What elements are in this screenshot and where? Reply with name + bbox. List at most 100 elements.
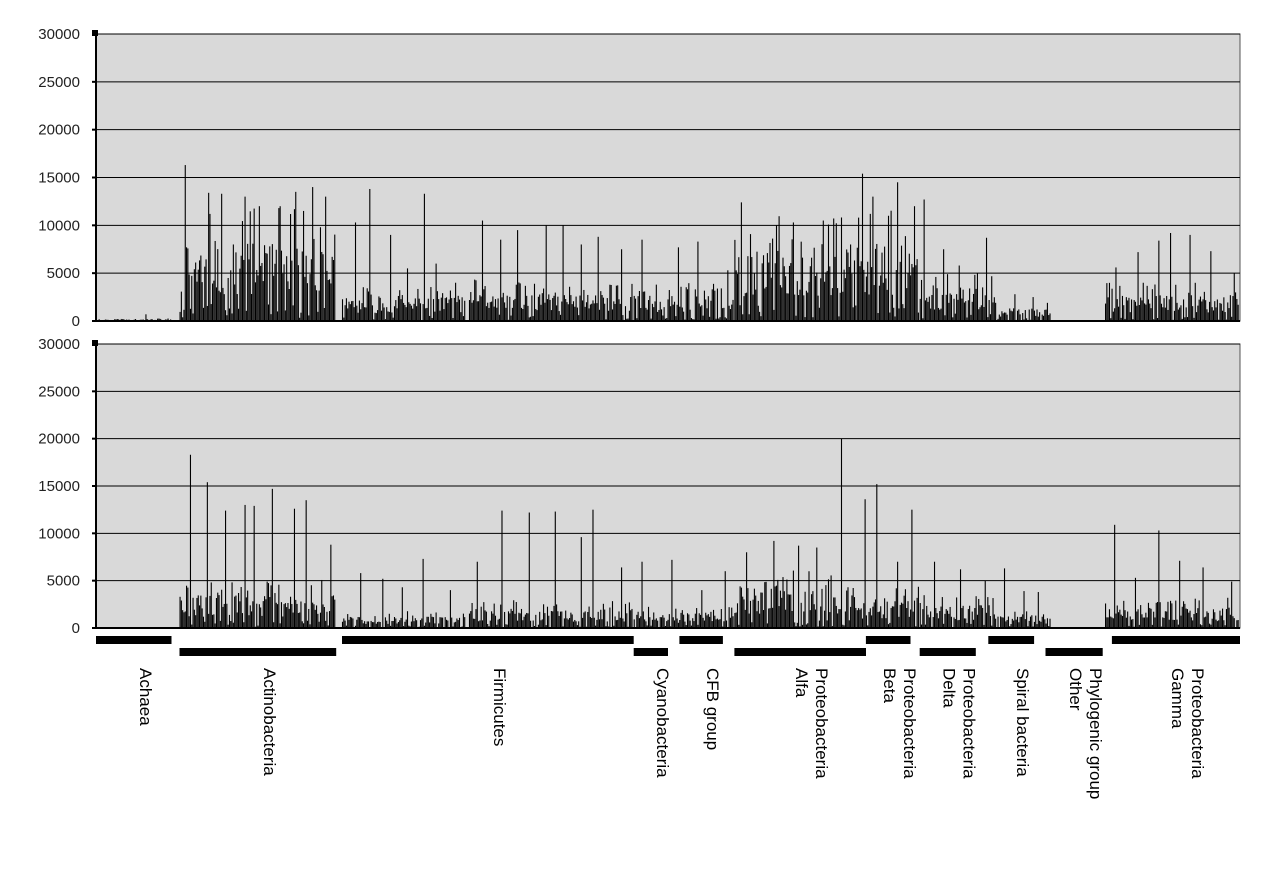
bar [1039, 620, 1041, 628]
bar [1015, 619, 1017, 628]
bar [608, 310, 610, 321]
bar [598, 619, 601, 628]
bar [212, 614, 214, 628]
bar [514, 298, 516, 321]
y-tick-label: 15000 [38, 478, 80, 495]
bar [375, 313, 377, 321]
bar [1127, 300, 1129, 321]
bar [588, 308, 590, 321]
bar [193, 609, 195, 628]
bar [347, 308, 349, 321]
bar [358, 300, 360, 321]
bar [1140, 297, 1142, 321]
bar [545, 625, 547, 628]
bar [458, 617, 461, 628]
bar [668, 290, 670, 321]
bar [1232, 616, 1234, 628]
bar [396, 623, 398, 628]
bar [364, 621, 366, 628]
bar [816, 547, 818, 628]
bar [1137, 609, 1139, 628]
bar [501, 510, 503, 628]
bar [1129, 616, 1131, 628]
bar [526, 295, 528, 321]
bar [822, 220, 824, 321]
bar [228, 614, 231, 628]
bar [961, 298, 963, 321]
bar [513, 300, 515, 321]
bar [199, 260, 201, 321]
bar [1121, 295, 1124, 321]
bar [283, 264, 285, 321]
bar [429, 315, 431, 321]
bar [1033, 310, 1035, 321]
bar [835, 605, 837, 628]
bar [458, 299, 461, 321]
bar [805, 624, 807, 628]
bar [975, 596, 977, 628]
bar [765, 286, 767, 321]
bar [728, 607, 730, 628]
bar [1010, 310, 1012, 321]
bar [481, 220, 484, 321]
bar [1154, 284, 1156, 321]
bar [618, 611, 620, 628]
bar [827, 224, 830, 321]
bar [1214, 301, 1216, 321]
bar [371, 305, 373, 321]
bar [1157, 602, 1159, 628]
bar [559, 314, 562, 321]
bar [967, 300, 969, 321]
bar [1220, 615, 1222, 628]
bar [895, 270, 897, 321]
bar [487, 623, 489, 628]
bar [794, 294, 796, 321]
bar [505, 624, 507, 628]
bar [874, 248, 877, 321]
bar [877, 313, 879, 321]
bar [580, 537, 582, 628]
bar [989, 314, 991, 321]
bar [871, 267, 873, 321]
bar [225, 310, 227, 321]
bar [449, 590, 451, 628]
bar [931, 294, 933, 321]
bar [1159, 602, 1161, 628]
bar [805, 290, 807, 321]
bar [911, 263, 913, 321]
bar [1044, 309, 1046, 321]
bar [904, 236, 906, 321]
bar [970, 314, 972, 321]
bar [548, 615, 550, 628]
bar [1171, 296, 1173, 321]
bar [1002, 313, 1004, 321]
bar [283, 604, 285, 628]
bar [1201, 301, 1203, 321]
bar [1219, 302, 1221, 321]
bar [226, 315, 228, 321]
bar [1014, 294, 1016, 321]
bar [944, 613, 946, 628]
bar [645, 621, 647, 628]
bar [1121, 615, 1124, 628]
bar [1150, 308, 1152, 321]
bar [696, 296, 698, 321]
bar [697, 241, 699, 321]
bar [786, 579, 788, 628]
bar [1154, 617, 1156, 628]
bar [772, 238, 774, 321]
bar [468, 613, 471, 628]
bar [865, 615, 867, 628]
bar [1210, 624, 1212, 628]
bar [720, 288, 722, 321]
bar [778, 216, 780, 321]
bar [303, 210, 305, 321]
bar [550, 611, 552, 628]
bar [347, 614, 349, 628]
bar [1018, 309, 1020, 321]
bar [830, 295, 832, 321]
bar [494, 615, 497, 628]
bar [197, 269, 199, 321]
bar [217, 249, 219, 321]
bar [697, 624, 699, 628]
